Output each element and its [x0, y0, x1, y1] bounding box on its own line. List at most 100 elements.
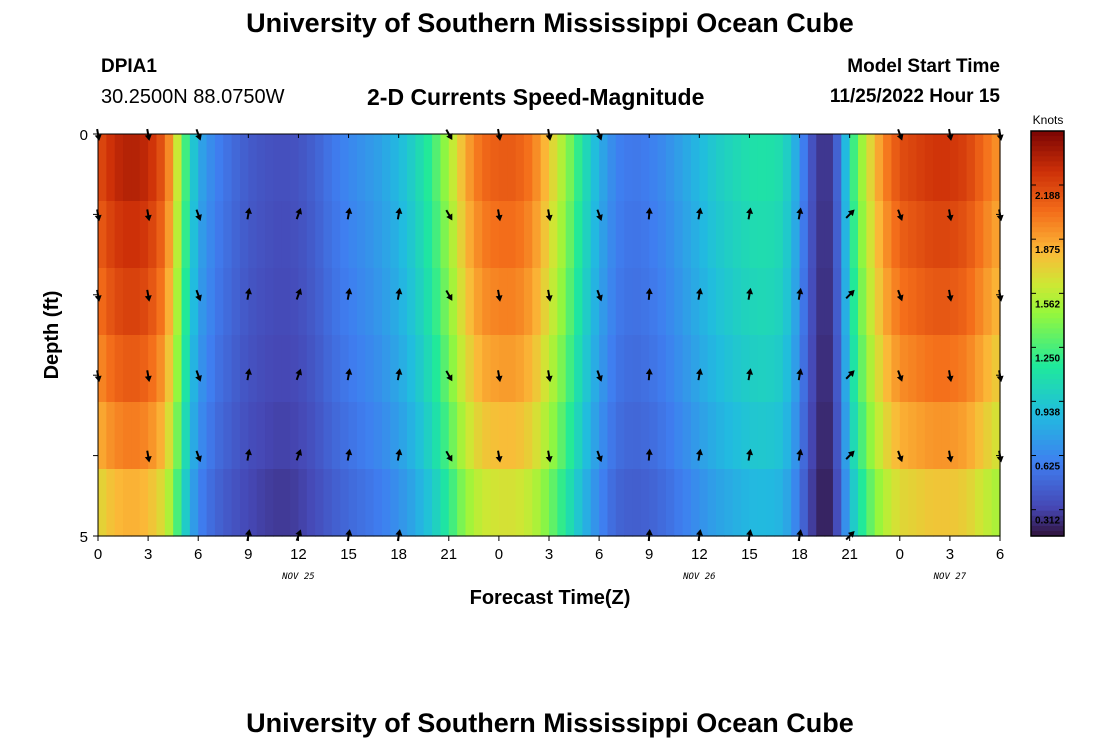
heatmap-cell — [640, 201, 650, 269]
current-vector-arrows — [94, 128, 1004, 542]
current-arrow — [545, 289, 553, 302]
current-arrow-head — [395, 448, 403, 456]
colorbar-segment — [1031, 515, 1064, 522]
heatmap-cell — [841, 134, 851, 202]
current-arrow — [696, 448, 703, 461]
x-tick-label: 3 — [144, 546, 152, 563]
heatmap-cell — [657, 134, 667, 202]
heatmap-cell — [766, 268, 776, 336]
heatmap-cell — [448, 402, 458, 470]
heatmap-cell — [991, 134, 1001, 202]
heatmap-cell — [707, 134, 717, 202]
heatmap-cell — [699, 268, 709, 336]
heatmap-cell — [574, 469, 584, 537]
heatmap-cell — [340, 134, 350, 202]
heatmap-cell — [891, 134, 901, 202]
heatmap-cell — [991, 335, 1001, 403]
current-arrow — [195, 289, 202, 302]
heatmap-cell — [665, 402, 675, 470]
heatmap-cell — [741, 134, 751, 202]
current-arrow — [696, 207, 703, 220]
heatmap-cell — [557, 469, 567, 537]
heatmap-cell — [348, 469, 358, 537]
current-arrow-head — [896, 214, 904, 221]
heatmap-cell — [423, 469, 433, 537]
heatmap-cell — [381, 335, 391, 403]
current-arrow-head — [345, 448, 353, 456]
current-arrow-head — [446, 374, 453, 382]
heatmap-cell — [757, 469, 767, 537]
heatmap-cell — [139, 268, 149, 336]
current-arrow-head — [245, 529, 252, 536]
heatmap-cell — [649, 402, 659, 470]
heatmap-cell — [565, 201, 575, 269]
current-arrow — [746, 287, 754, 300]
heatmap-cell — [206, 134, 216, 202]
heatmap-cell — [599, 335, 609, 403]
heatmap-cell — [974, 134, 984, 202]
heatmap-cell — [273, 134, 283, 202]
heatmap-cell — [908, 268, 918, 336]
colorbar-segment — [1031, 358, 1064, 365]
x-tick-label: 0 — [94, 546, 102, 563]
heatmap-cell — [707, 469, 717, 537]
heatmap-cell — [574, 201, 584, 269]
heatmap-cell — [615, 469, 625, 537]
colorbar-segment — [1031, 313, 1064, 319]
heatmap-cell — [916, 335, 926, 403]
heatmap-cell — [532, 402, 542, 470]
heatmap-cell — [732, 469, 742, 537]
colorbar-segment — [1031, 444, 1064, 451]
colorbar-segment — [1031, 439, 1064, 446]
heatmap-cell — [231, 201, 241, 269]
heatmap-cell — [473, 469, 483, 537]
heatmap-cell — [390, 469, 400, 537]
colorbar-segment — [1031, 379, 1064, 385]
heatmap-cell — [482, 469, 492, 537]
heatmap-cell — [640, 134, 650, 202]
current-arrow — [195, 209, 202, 221]
heatmap-cell — [549, 134, 558, 202]
heatmap-cell — [448, 134, 458, 202]
heatmap-cell — [356, 402, 366, 470]
heatmap-cell — [690, 335, 700, 403]
heatmap-cell — [139, 201, 149, 269]
heatmap-cell — [866, 201, 876, 269]
colorbar-segment — [1031, 495, 1064, 502]
heatmap-cell — [582, 402, 592, 470]
heatmap-cell — [858, 134, 867, 202]
colorbar-segment — [1031, 201, 1064, 208]
heatmap-cell — [214, 201, 224, 269]
current-arrow — [144, 209, 152, 222]
heatmap-cell — [356, 268, 366, 336]
current-arrow-head — [946, 295, 954, 302]
heatmap-cell — [649, 268, 659, 336]
heatmap-cell — [123, 268, 133, 336]
heatmap-cell — [189, 201, 199, 269]
current-arrow-head — [946, 214, 954, 222]
heatmap-cell — [290, 201, 300, 269]
heatmap-cell — [874, 134, 884, 202]
heatmap-cell — [949, 134, 959, 202]
heatmap-cell — [164, 402, 174, 470]
heatmap-cell — [490, 469, 500, 537]
heatmap-cell — [732, 201, 742, 269]
current-arrow-head — [746, 368, 754, 375]
current-arrow-head — [645, 207, 653, 214]
heatmap-cell — [440, 469, 450, 537]
current-arrow — [395, 368, 403, 381]
heatmap-cell — [782, 201, 792, 269]
x-tick-label: 0 — [896, 546, 904, 563]
heatmap-cell — [549, 469, 558, 537]
heatmap-cell — [223, 201, 233, 269]
heatmap-cell — [131, 402, 141, 470]
heatmap-cell — [206, 335, 216, 403]
heatmap-cell — [665, 469, 675, 537]
colorbar-segment — [1031, 368, 1064, 375]
heatmap-cell — [348, 402, 358, 470]
heatmap-cell — [699, 201, 709, 269]
heatmap-cell — [724, 335, 734, 403]
heatmap-cell — [398, 335, 408, 403]
current-arrow — [545, 370, 553, 383]
heatmap-cell — [381, 268, 391, 336]
